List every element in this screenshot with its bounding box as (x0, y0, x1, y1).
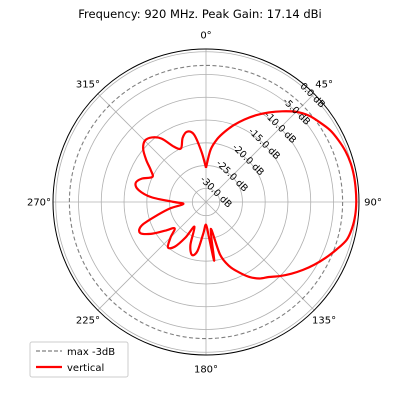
angle-label-2: 90° (364, 198, 382, 209)
grid-spoke-7 (97, 93, 207, 203)
legend-label-vertical: vertical (67, 363, 104, 374)
angle-label-6: 270° (27, 198, 51, 209)
legend: max -3dB vertical (29, 341, 129, 378)
polar-outer-frame (52, 48, 360, 356)
series-line-vertical (134, 110, 358, 280)
angle-label-1: 45° (315, 79, 333, 90)
reference-ring-line (68, 64, 344, 340)
angle-tick-labels: 0° 45° 90° 135° 180° 225° 270° 315° (27, 31, 382, 376)
reference-ring (68, 64, 344, 340)
angle-label-4: 180° (194, 365, 218, 376)
legend-label-reference: max -3dB (67, 347, 115, 358)
angle-label-0: 0° (200, 31, 211, 42)
angle-label-5: 225° (76, 316, 100, 327)
chart-title: Frequency: 920 MHz. Peak Gain: 17.14 dBi (78, 7, 322, 21)
grid-spoke-5 (97, 201, 207, 311)
series-layer (134, 110, 358, 280)
grid-spoke-3 (205, 201, 315, 311)
angle-label-3: 135° (312, 316, 336, 327)
angle-label-7: 315° (76, 79, 100, 90)
